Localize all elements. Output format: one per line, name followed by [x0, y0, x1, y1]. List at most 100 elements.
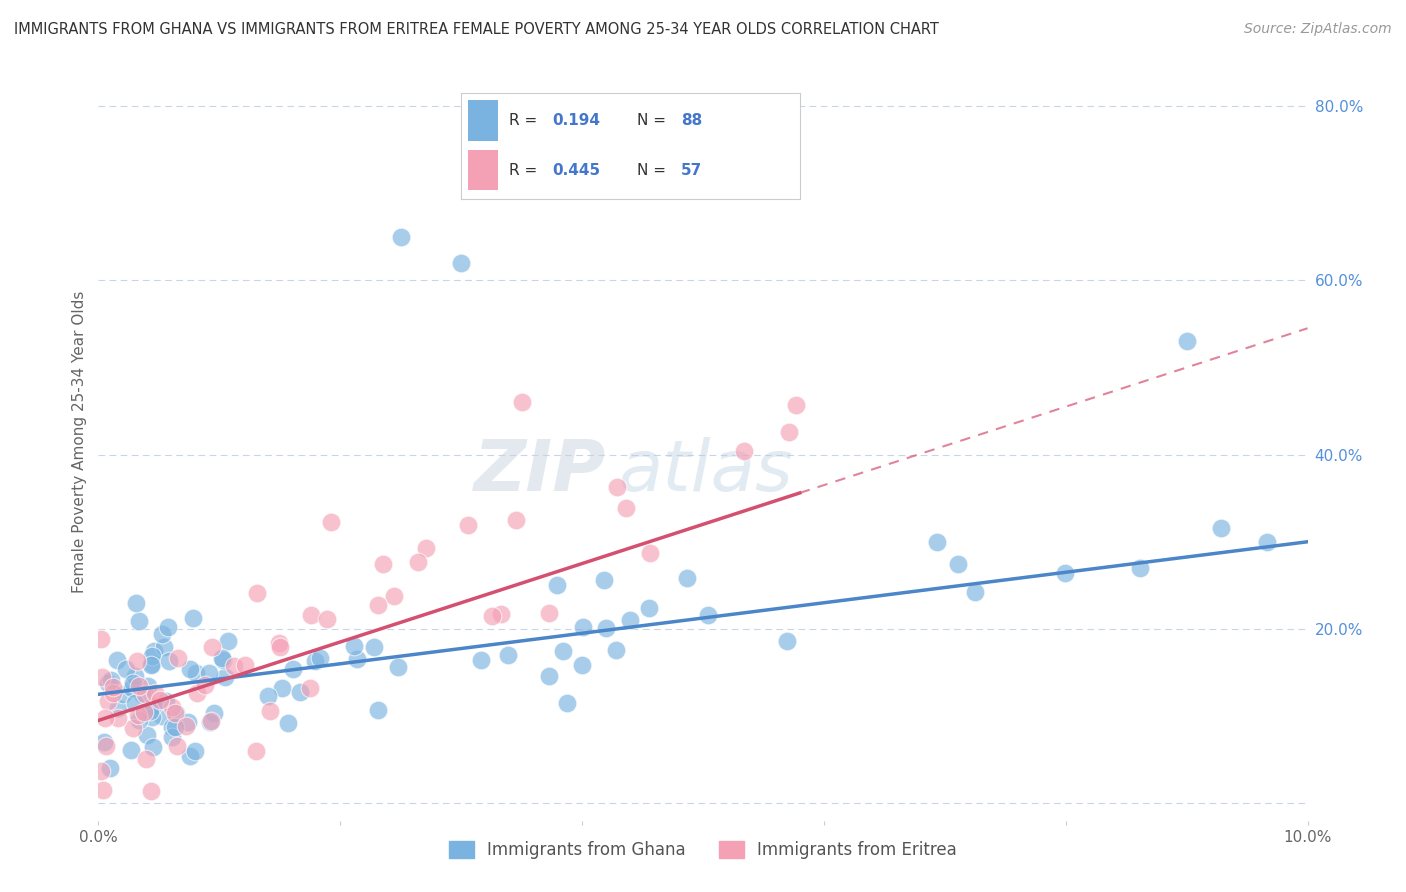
Point [94, 711, 117, 725]
Point [125, 654, 148, 668]
Point [259, 705, 281, 719]
Point [149, 692, 172, 706]
Point [288, 684, 311, 698]
Point [127, 708, 149, 723]
Point [198, 665, 221, 680]
Point [142, 699, 165, 714]
Point [1129, 561, 1152, 575]
Point [363, 640, 385, 654]
Point [128, 679, 150, 693]
Point [592, 573, 614, 587]
Point [96, 739, 118, 753]
Point [553, 643, 575, 657]
Point [150, 709, 173, 723]
Point [141, 710, 163, 724]
Point [177, 714, 200, 729]
Text: atlas: atlas [619, 437, 793, 507]
Text: IMMIGRANTS FROM GHANA VS IMMIGRANTS FROM ERITREA FEMALE POVERTY AMONG 25-34 YEAR: IMMIGRANTS FROM GHANA VS IMMIGRANTS FROM… [14, 22, 939, 37]
Point [776, 633, 799, 648]
Point [121, 681, 143, 695]
Point [505, 513, 527, 527]
Point [785, 398, 807, 412]
Point [470, 653, 492, 667]
Point [160, 720, 183, 734]
Point [606, 480, 628, 494]
Point [211, 650, 233, 665]
Point [181, 611, 204, 625]
Point [498, 648, 520, 662]
Point [246, 586, 269, 600]
Point [167, 651, 190, 665]
Point [198, 714, 221, 729]
Point [571, 657, 593, 672]
Point [128, 713, 150, 727]
Point [131, 687, 153, 701]
Point [112, 687, 135, 701]
Point [141, 649, 163, 664]
Point [101, 686, 124, 700]
Point [184, 665, 207, 680]
Point [135, 752, 157, 766]
Point [107, 700, 129, 714]
Point [212, 653, 235, 667]
Point [382, 589, 405, 603]
Point [281, 662, 304, 676]
Point [153, 640, 176, 654]
Point [122, 676, 145, 690]
Point [481, 609, 503, 624]
Point [269, 640, 291, 655]
Point [107, 711, 129, 725]
Point [214, 669, 236, 683]
Point [256, 690, 278, 704]
Point [367, 703, 389, 717]
Point [778, 425, 800, 439]
Point [179, 748, 201, 763]
Point [90, 764, 112, 778]
Point [105, 653, 128, 667]
Point [120, 743, 142, 757]
Point [367, 598, 389, 612]
Point [605, 643, 627, 657]
Point [202, 706, 225, 720]
Point [91, 670, 114, 684]
Point [946, 557, 969, 571]
Point [217, 633, 239, 648]
Point [157, 654, 180, 668]
Point [194, 678, 217, 692]
Point [186, 686, 208, 700]
Point [270, 681, 292, 695]
Point [125, 596, 148, 610]
Point [346, 652, 368, 666]
Point [160, 699, 183, 714]
Point [165, 706, 187, 720]
Point [965, 584, 987, 599]
Point [156, 620, 179, 634]
Point [139, 704, 162, 718]
Point [201, 640, 224, 654]
Point [299, 608, 322, 623]
Point [97, 694, 120, 708]
Point [124, 697, 146, 711]
Point [122, 721, 145, 735]
Point [489, 607, 512, 622]
Point [233, 658, 256, 673]
Point [1256, 535, 1278, 549]
Point [134, 687, 156, 701]
Point [387, 660, 409, 674]
Point [166, 739, 188, 753]
Point [614, 501, 637, 516]
Point [141, 784, 163, 798]
Point [638, 545, 661, 559]
Point [135, 728, 157, 742]
Point [389, 229, 412, 244]
Point [676, 571, 699, 585]
Point [316, 612, 339, 626]
Point [115, 662, 138, 676]
Point [373, 558, 395, 572]
Point [267, 635, 290, 649]
Point [163, 720, 186, 734]
Point [638, 600, 661, 615]
Point [124, 669, 146, 683]
Point [142, 740, 165, 755]
Point [93, 783, 115, 797]
